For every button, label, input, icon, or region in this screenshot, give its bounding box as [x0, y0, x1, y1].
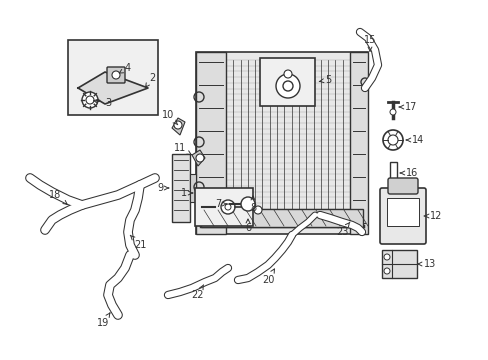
- FancyBboxPatch shape: [387, 178, 417, 194]
- Text: 3: 3: [94, 98, 111, 108]
- Circle shape: [174, 121, 182, 129]
- Bar: [381, 250, 416, 278]
- Text: 23: 23: [335, 222, 349, 237]
- Bar: [195, 188, 252, 226]
- FancyBboxPatch shape: [107, 67, 125, 83]
- Bar: [260, 58, 314, 106]
- Circle shape: [389, 109, 395, 115]
- Bar: [190, 174, 196, 202]
- Text: 10: 10: [162, 110, 178, 125]
- Polygon shape: [78, 72, 148, 104]
- Text: 16: 16: [400, 168, 417, 178]
- Circle shape: [383, 268, 389, 274]
- Circle shape: [112, 71, 120, 79]
- Bar: [196, 52, 367, 234]
- Text: 2: 2: [145, 73, 155, 87]
- Circle shape: [86, 96, 94, 104]
- Circle shape: [284, 70, 291, 78]
- Text: 22: 22: [191, 285, 204, 300]
- Text: 13: 13: [417, 259, 435, 269]
- Text: 19: 19: [97, 313, 110, 328]
- Bar: [68, 40, 158, 115]
- Text: 18: 18: [49, 190, 67, 204]
- Text: 7: 7: [214, 199, 226, 209]
- Text: 17: 17: [398, 102, 416, 112]
- Text: 15: 15: [363, 35, 375, 51]
- Circle shape: [382, 130, 402, 150]
- Bar: [349, 52, 367, 234]
- Bar: [201, 209, 362, 227]
- Bar: [386, 198, 418, 226]
- Text: 8: 8: [249, 196, 256, 213]
- Circle shape: [275, 74, 299, 98]
- Text: 1: 1: [181, 188, 192, 198]
- Text: 12: 12: [424, 211, 441, 221]
- Circle shape: [221, 200, 235, 214]
- Bar: [172, 154, 190, 222]
- Bar: [389, 162, 396, 184]
- FancyBboxPatch shape: [379, 188, 425, 244]
- Text: 21: 21: [130, 235, 146, 250]
- Text: 20: 20: [261, 269, 274, 285]
- Circle shape: [241, 197, 254, 211]
- Text: 6: 6: [244, 219, 250, 233]
- Circle shape: [224, 204, 230, 210]
- Text: 4: 4: [119, 63, 131, 73]
- Bar: [196, 52, 225, 234]
- Circle shape: [253, 206, 262, 214]
- Polygon shape: [192, 150, 204, 166]
- Circle shape: [387, 135, 397, 145]
- Text: 9: 9: [157, 183, 168, 193]
- Circle shape: [383, 254, 389, 260]
- Circle shape: [82, 92, 98, 108]
- Circle shape: [196, 154, 203, 162]
- Text: 14: 14: [406, 135, 423, 145]
- Text: 11: 11: [174, 143, 191, 155]
- Text: 5: 5: [319, 75, 330, 85]
- Polygon shape: [172, 118, 184, 135]
